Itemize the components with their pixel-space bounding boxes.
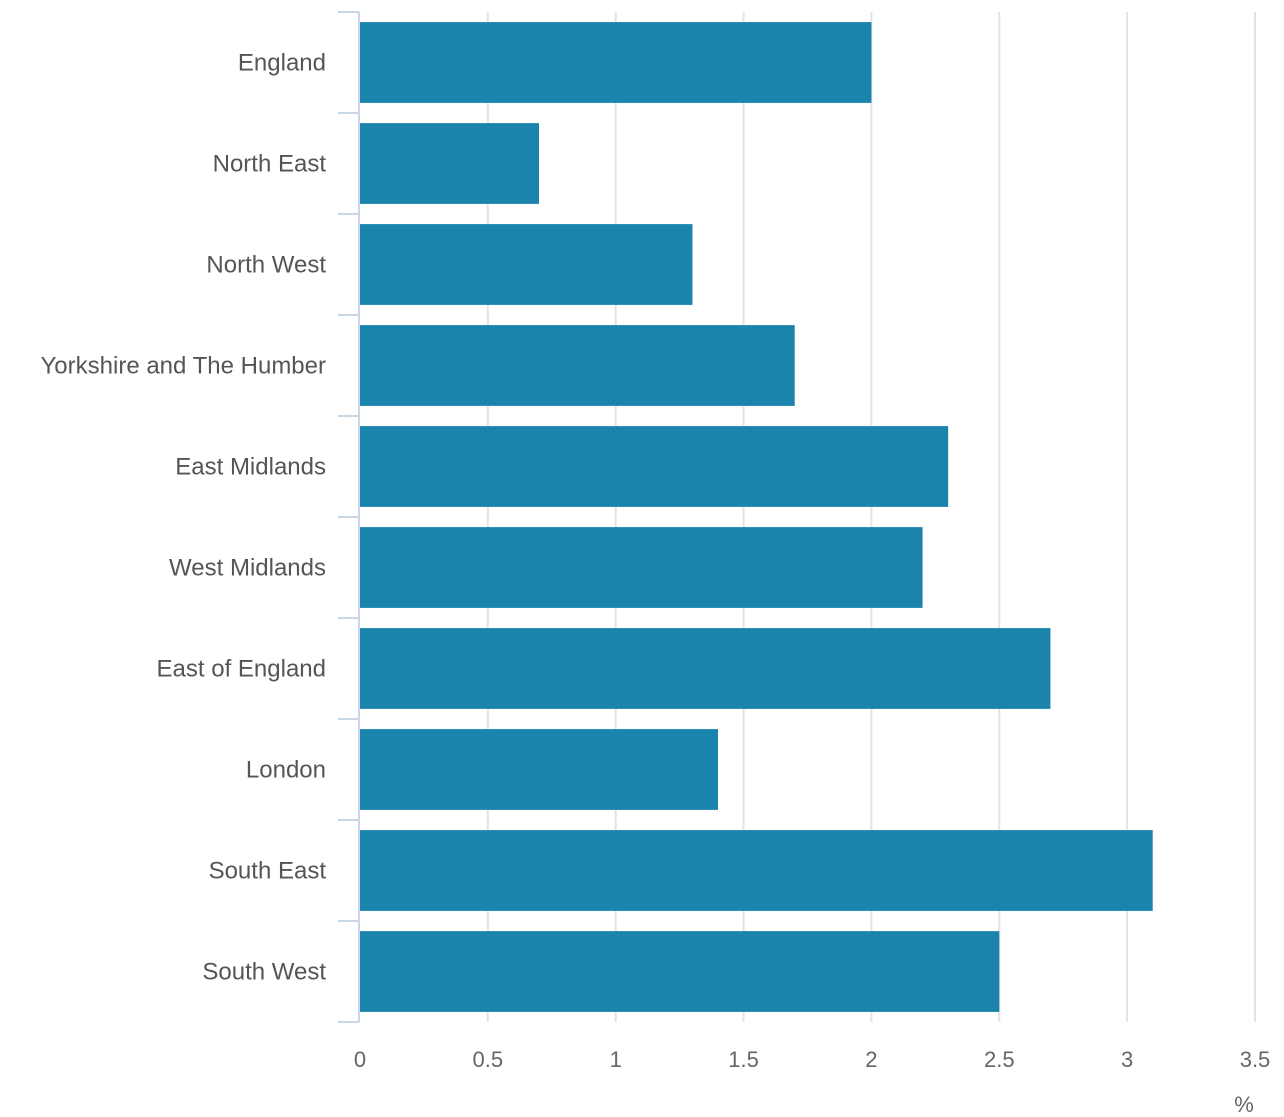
category-axis — [338, 11, 360, 1023]
category-labels: England North East North West Yorkshire and… — [41, 50, 327, 986]
bar — [360, 527, 923, 608]
x-tick-label: 1 — [610, 1047, 622, 1072]
bar — [360, 628, 1051, 709]
x-tick-label: 2.5 — [984, 1047, 1015, 1072]
category-label: East of England — [157, 656, 326, 683]
x-tick-label: 2 — [865, 1047, 877, 1072]
x-axis-unit-label: % — [1234, 1092, 1254, 1117]
bars — [360, 22, 1153, 1012]
x-tick-label: 1.5 — [728, 1047, 759, 1072]
category-label: East Midlands — [175, 454, 326, 481]
category-label: South East — [209, 858, 327, 885]
bar — [360, 931, 1000, 1012]
category-label: England — [238, 50, 326, 77]
category-label: North West — [206, 252, 326, 279]
bar — [360, 22, 872, 103]
bar — [360, 830, 1153, 911]
category-label: London — [246, 757, 326, 784]
bar — [360, 729, 718, 810]
x-tick-label: 0 — [354, 1047, 366, 1072]
category-label: Yorkshire and The Humber — [41, 353, 327, 380]
x-tick-label: 0.5 — [473, 1047, 504, 1072]
bar — [360, 426, 949, 507]
bar — [360, 325, 795, 406]
x-tick-label: 3 — [1121, 1047, 1133, 1072]
x-axis-tick-labels: 0 0.5 1 1.5 2 2.5 3 3.5 — [354, 1047, 1270, 1072]
x-tick-label: 3.5 — [1240, 1047, 1271, 1072]
bar — [360, 224, 693, 305]
gridlines — [486, 12, 1256, 1022]
category-label: South West — [202, 959, 326, 986]
bar — [360, 123, 539, 204]
category-label: West Midlands — [169, 555, 326, 582]
category-label: North East — [213, 151, 327, 178]
